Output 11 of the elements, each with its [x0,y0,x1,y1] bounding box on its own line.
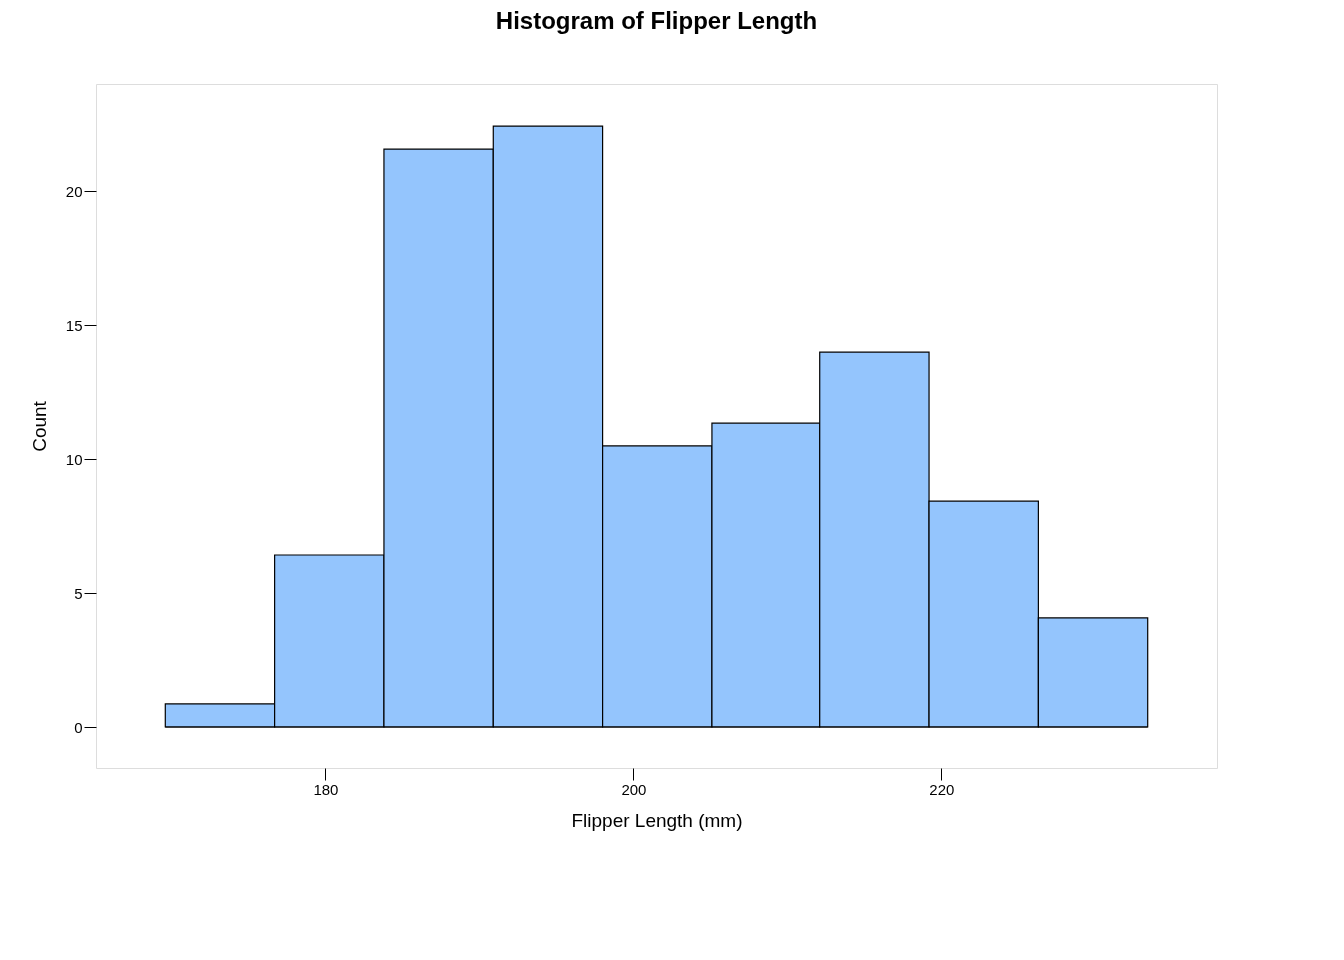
y-tick-label: 5 [74,584,83,602]
x-axis-title: Flipper Length (mm) [571,809,743,831]
y-tick-label: 10 [65,450,83,468]
x-tick-label: 220 [929,780,955,798]
y-tick-label: 0 [74,718,83,736]
y-tick-label: 15 [65,316,83,334]
chart-title: Histogram of Flipper Length [495,7,818,34]
x-tick-label: 180 [313,780,339,798]
y-tick-label: 20 [65,182,83,200]
x-tick-label: 200 [621,780,647,798]
y-axis-title: Count [28,400,50,452]
